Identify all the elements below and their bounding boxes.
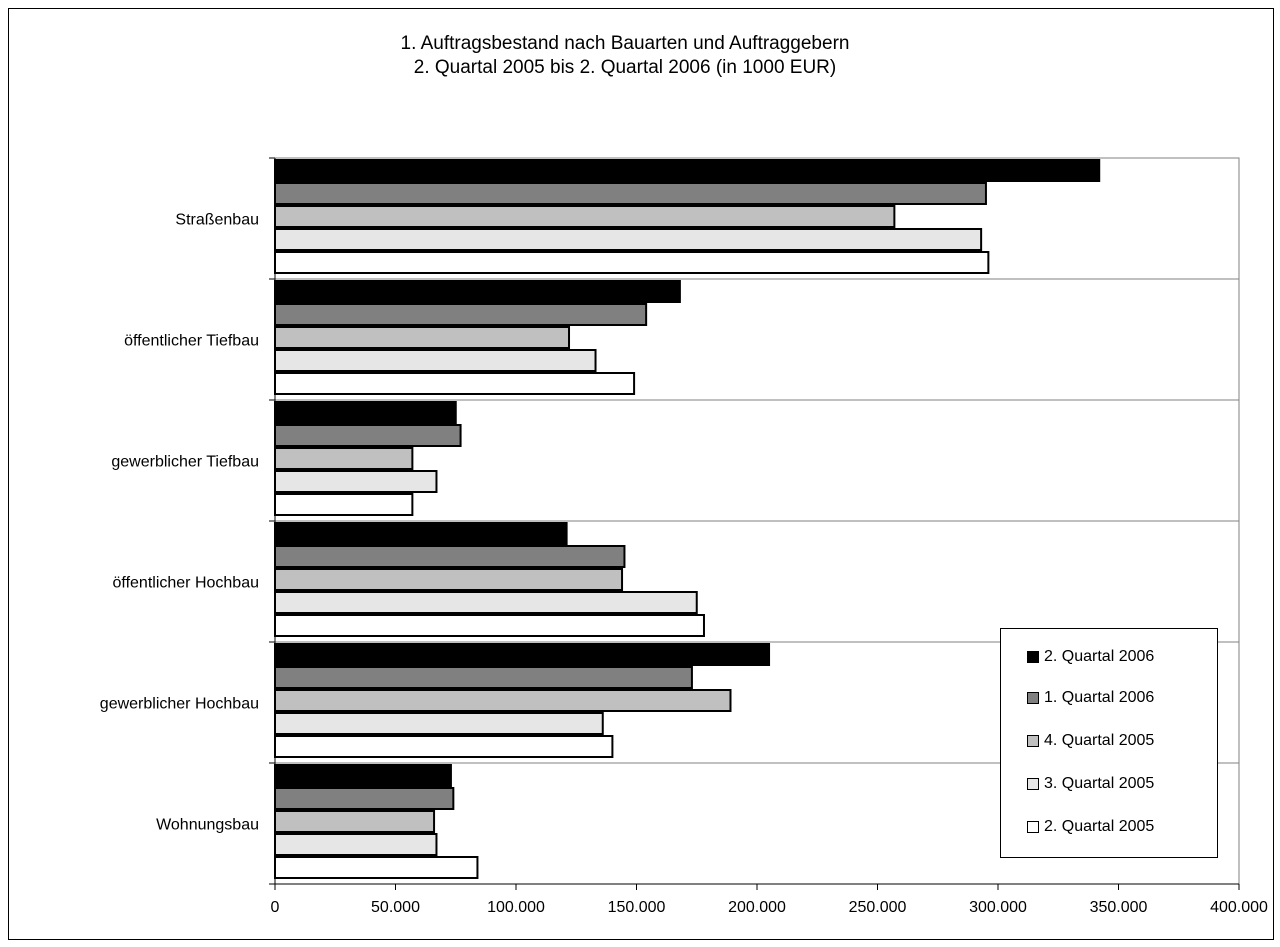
bar (274, 401, 457, 424)
legend-item: 2. Quartal 2006 (1027, 647, 1154, 667)
x-tick-label: 300.000 (969, 899, 1027, 916)
bar (274, 545, 626, 568)
bar (274, 810, 436, 833)
chart-title-line-2: 2. Quartal 2005 bis 2. Quartal 2006 (in … (413, 57, 837, 78)
legend-label: 4. Quartal 2005 (1044, 732, 1155, 749)
bar (274, 614, 705, 637)
bar (274, 182, 987, 205)
chart-legend: 2. Quartal 2006 1. Quartal 2006 4. Quart… (1000, 628, 1218, 858)
x-tick-label: 150.000 (608, 899, 666, 916)
bar (274, 280, 681, 303)
legend-swatch (1027, 821, 1039, 833)
category-label: Straßenbau (175, 212, 259, 229)
bar (274, 159, 1101, 182)
bar (274, 666, 693, 689)
bar (274, 833, 438, 856)
legend-swatch (1027, 778, 1039, 790)
x-tick-label: 0 (271, 899, 280, 916)
x-tick-label: 250.000 (849, 899, 907, 916)
bar (274, 735, 614, 758)
bar (274, 326, 571, 349)
legend-label: 1. Quartal 2006 (1044, 689, 1155, 706)
legend-label: 3. Quartal 2005 (1044, 775, 1155, 792)
bar (274, 372, 636, 395)
category-label: öffentlicher Hochbau (113, 575, 259, 592)
bar (274, 712, 604, 735)
legend-label: 2. Quartal 2005 (1044, 818, 1155, 835)
bar (274, 228, 983, 251)
bar (274, 764, 452, 787)
legend-item: 3. Quartal 2005 (1027, 774, 1154, 794)
bar (274, 522, 568, 545)
chart-title-line-1: 1. Auftragsbestand nach Bauarten und Auf… (400, 33, 850, 54)
legend-item: 1. Quartal 2006 (1027, 688, 1154, 708)
bar (274, 349, 597, 372)
category-label: öffentlicher Tiefbau (124, 333, 259, 350)
x-tick-label: 50.000 (371, 899, 420, 916)
bar (274, 787, 455, 810)
chart-title: 1. Auftragsbestand nach Bauarten und Auf… (0, 32, 1250, 80)
category-label: Wohnungsbau (156, 817, 259, 834)
x-tick-label: 400.000 (1210, 899, 1268, 916)
bar (274, 303, 648, 326)
legend-item: 4. Quartal 2005 (1027, 731, 1154, 751)
bar (274, 568, 624, 591)
legend-swatch (1027, 651, 1039, 663)
legend-swatch (1027, 735, 1039, 747)
bar (274, 689, 732, 712)
bar (274, 856, 479, 879)
bar (274, 470, 438, 493)
bar (274, 205, 896, 228)
x-tick-label: 200.000 (728, 899, 786, 916)
legend-label: 2. Quartal 2006 (1044, 648, 1155, 665)
bar (274, 493, 414, 516)
legend-item: 2. Quartal 2005 (1027, 817, 1154, 837)
bar (274, 643, 771, 666)
bar (274, 424, 462, 447)
bar (274, 251, 990, 274)
x-tick-label: 350.000 (1090, 899, 1148, 916)
bar (274, 591, 698, 614)
category-label: gewerblicher Tiefbau (111, 454, 259, 471)
category-label: gewerblicher Hochbau (100, 696, 259, 713)
legend-swatch (1027, 692, 1039, 704)
x-tick-label: 100.000 (487, 899, 545, 916)
bar (274, 447, 414, 470)
